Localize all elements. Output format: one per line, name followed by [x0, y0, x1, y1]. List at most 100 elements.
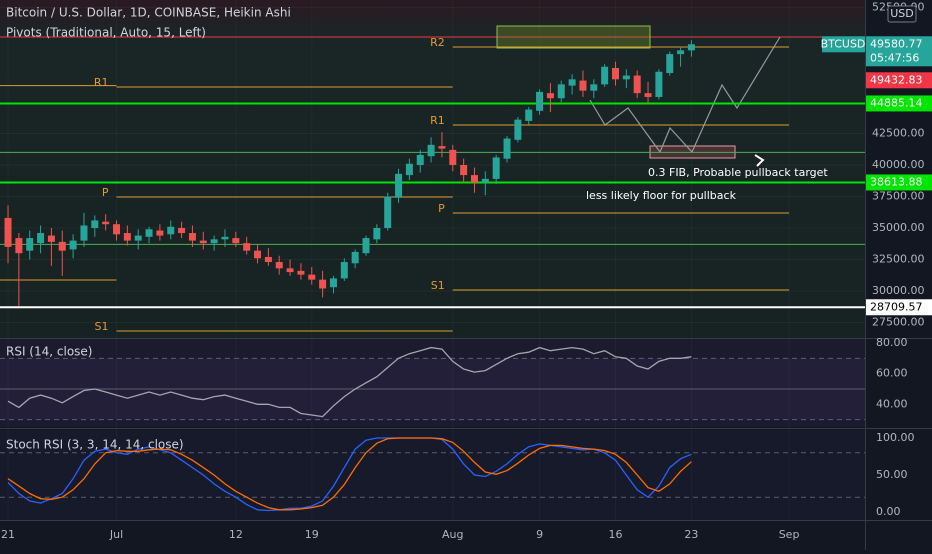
candle-body [416, 154, 424, 165]
candle-body [243, 243, 251, 251]
candle-body [492, 157, 500, 179]
candle-body [145, 229, 153, 237]
series-line [7, 437, 692, 512]
candle-body [525, 109, 533, 121]
candle-body [503, 138, 511, 159]
candle-body [351, 251, 359, 264]
candle-body [449, 149, 457, 165]
candle-body [438, 146, 446, 149]
candle-body [275, 262, 283, 269]
pivot-label: R2 [430, 36, 445, 49]
level-box [866, 95, 932, 112]
price-box [866, 36, 932, 67]
candle-body [514, 119, 522, 140]
candle-body [58, 241, 66, 251]
stoch-title: Stoch RSI (3, 3, 14, 14, close) [6, 438, 184, 452]
candle-body [210, 239, 218, 244]
y-tick-label: 80.00 [876, 336, 908, 349]
pivots-legend: Pivots (Traditional, Auto, 15, Left) [6, 26, 206, 40]
candle-body [80, 225, 88, 241]
candle-body [427, 144, 435, 157]
candle-body [167, 226, 175, 235]
annotation: less likely floor for pullback [586, 189, 737, 202]
candle-body [329, 278, 337, 288]
candle-body [308, 274, 316, 280]
x-tick-label: 19 [305, 528, 319, 541]
currency: USD [890, 7, 914, 20]
candle-body [47, 235, 55, 242]
pivot-label: R1 [94, 76, 109, 89]
stoch-pane [0, 430, 865, 520]
candle-body [123, 233, 131, 241]
candle-body [644, 93, 652, 97]
candle-body [221, 236, 229, 240]
pivot-label: S1 [95, 320, 109, 333]
annotation: 0.3 FIB, Probable pullback target [648, 166, 828, 179]
level-box [866, 174, 932, 191]
level-label: 44885.14 [870, 96, 923, 109]
y-tick-label: 30000.00 [872, 284, 925, 297]
x-tick-label: Sep [779, 528, 800, 541]
last-price: 49580.77 [870, 37, 923, 50]
candle-body [622, 75, 630, 80]
candle-body [590, 84, 598, 91]
level-box [866, 299, 932, 316]
level-label: 49432.83 [870, 73, 923, 86]
target-box [496, 25, 651, 49]
candle-body [102, 221, 110, 225]
candle-body [405, 163, 413, 176]
candle-body [26, 238, 34, 251]
cursor [754, 154, 765, 167]
chart-title: Bitcoin / U.S. Dollar, 1D, COINBASE, Hei… [6, 6, 291, 20]
y-tick-label: 40000.00 [872, 158, 925, 171]
x-tick-label: 9 [536, 528, 543, 541]
price-pane [0, 0, 865, 338]
symbol: BTCUSD [821, 37, 866, 50]
level-box [866, 72, 932, 89]
y-tick-label: 35000.00 [872, 221, 925, 234]
candle-body [601, 66, 609, 85]
symbol-box [822, 36, 865, 53]
rsi-pane [0, 339, 865, 427]
candle-body [37, 233, 45, 244]
x-tick-label: 23 [684, 528, 698, 541]
candle-body [395, 173, 403, 198]
candle-body [188, 233, 196, 241]
candle-body [286, 268, 294, 273]
candle-body [134, 235, 142, 241]
pivot-label: R1 [430, 114, 445, 127]
x-tick-label: Aug [442, 528, 463, 541]
candle-body [4, 217, 12, 247]
x-tick-label: Jul [109, 528, 123, 541]
candle-body [633, 75, 641, 94]
pivot-label: P [438, 202, 445, 215]
pivot-label: S1 [431, 279, 445, 292]
candle-body [612, 67, 620, 80]
projection [589, 36, 781, 154]
rsi-title: RSI (14, close) [6, 345, 92, 359]
candle-body [232, 238, 240, 244]
band-fill [0, 358, 865, 420]
candle-body [264, 256, 272, 263]
countdown: 05:47:56 [870, 51, 919, 64]
y-tick-label: 27500.00 [872, 316, 925, 329]
candle-body [340, 262, 348, 279]
candle-body [666, 54, 674, 74]
level-label: 38613.88 [870, 175, 923, 188]
candle-body [687, 44, 695, 51]
level-label: 28709.57 [870, 300, 923, 313]
candle-body [69, 240, 77, 250]
candle-body [254, 250, 262, 259]
candle-body [481, 178, 489, 183]
candle-body [677, 50, 685, 55]
y-tick-label: 37500.00 [872, 189, 925, 202]
candle-body [546, 93, 554, 99]
series-line [7, 346, 692, 418]
candle-body [15, 238, 23, 254]
candle-body [460, 164, 468, 176]
candle-body [199, 240, 207, 244]
candle-body [470, 175, 478, 183]
candle-body [373, 228, 381, 240]
candle-body [362, 238, 370, 254]
